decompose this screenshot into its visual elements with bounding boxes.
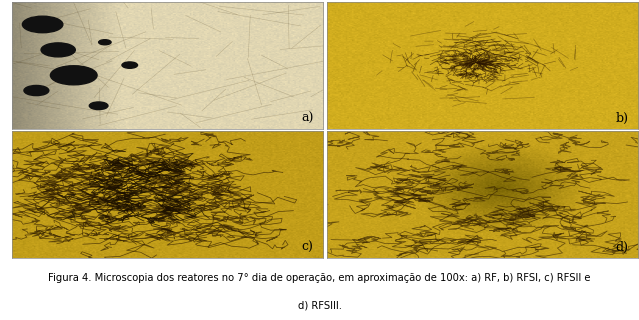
Circle shape (122, 62, 137, 68)
Circle shape (24, 85, 49, 96)
Circle shape (98, 40, 111, 45)
Text: c): c) (302, 241, 313, 254)
Text: a): a) (301, 112, 313, 125)
Text: d): d) (615, 241, 628, 254)
Circle shape (89, 102, 108, 109)
Circle shape (50, 66, 97, 85)
Text: Figura 4. Microscopia dos reatores no 7° dia de operação, em aproximação de 100x: Figura 4. Microscopia dos reatores no 7°… (49, 273, 590, 283)
Circle shape (41, 43, 75, 57)
Text: d) RFSIII.: d) RFSIII. (298, 300, 341, 310)
Circle shape (22, 16, 63, 33)
Text: b): b) (615, 112, 628, 125)
